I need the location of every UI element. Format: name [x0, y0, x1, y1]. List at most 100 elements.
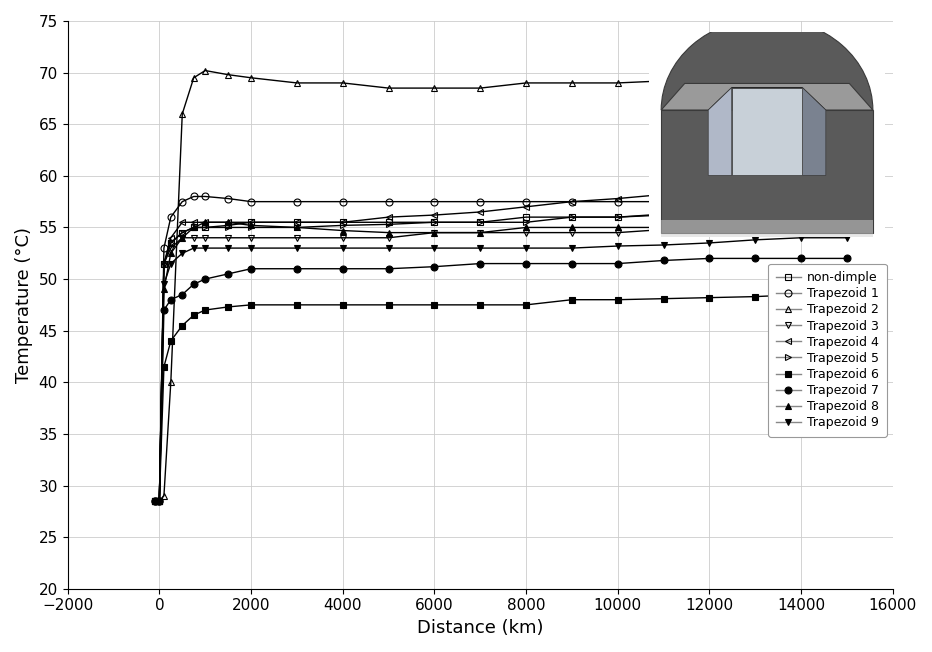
Trapezoid 8 — [154, 497, 165, 505]
Trapezoid 1 — [199, 192, 211, 200]
Trapezoid 4 — [704, 187, 715, 195]
Trapezoid 8 — [658, 224, 669, 231]
Trapezoid 9 — [796, 234, 807, 242]
Trapezoid 5 — [165, 239, 176, 247]
Trapezoid 7 — [199, 275, 211, 283]
Trapezoid 2 — [199, 67, 211, 74]
Trapezoid 2 — [158, 492, 170, 499]
non-dimple — [429, 218, 440, 226]
Trapezoid 8 — [177, 234, 188, 242]
Trapezoid 6 — [223, 303, 234, 311]
non-dimple — [337, 218, 349, 226]
Trapezoid 7 — [165, 296, 176, 304]
Trapezoid 8 — [188, 224, 199, 231]
Trapezoid 9 — [223, 244, 234, 252]
Trapezoid 6 — [158, 363, 170, 371]
non-dimple — [158, 259, 170, 267]
Trapezoid 3 — [474, 229, 486, 237]
Trapezoid 9 — [165, 259, 176, 267]
Trapezoid 9 — [383, 244, 394, 252]
Trapezoid 2 — [223, 71, 234, 79]
non-dimple — [383, 218, 394, 226]
Trapezoid 5 — [245, 224, 256, 231]
Trapezoid 3 — [842, 224, 853, 231]
Trapezoid 3 — [704, 224, 715, 231]
Trapezoid 5 — [383, 220, 394, 228]
Line: Trapezoid 8: Trapezoid 8 — [151, 219, 851, 505]
Y-axis label: Temperature (°C): Temperature (°C) — [15, 227, 33, 383]
Trapezoid 4 — [199, 218, 211, 226]
Trapezoid 7 — [474, 259, 486, 267]
Trapezoid 4 — [292, 218, 303, 226]
Trapezoid 3 — [658, 226, 669, 233]
Trapezoid 2 — [658, 77, 669, 85]
Trapezoid 4 — [177, 218, 188, 226]
Trapezoid 7 — [749, 254, 761, 262]
Trapezoid 1 — [704, 198, 715, 205]
Trapezoid 8 — [158, 286, 170, 293]
Trapezoid 8 — [223, 218, 234, 226]
non-dimple — [223, 222, 234, 230]
Trapezoid 1 — [796, 198, 807, 205]
Trapezoid 5 — [154, 497, 165, 505]
non-dimple — [842, 208, 853, 216]
Trapezoid 6 — [165, 337, 176, 345]
Trapezoid 1 — [177, 198, 188, 205]
non-dimple — [149, 497, 160, 505]
non-dimple — [749, 209, 761, 217]
Trapezoid 4 — [520, 203, 531, 211]
Trapezoid 5 — [188, 224, 199, 231]
Trapezoid 3 — [567, 229, 578, 237]
Trapezoid 7 — [567, 259, 578, 267]
Trapezoid 4 — [223, 218, 234, 226]
Trapezoid 2 — [177, 110, 188, 118]
Trapezoid 6 — [749, 293, 761, 301]
Trapezoid 5 — [658, 210, 669, 218]
Trapezoid 4 — [188, 218, 199, 226]
Trapezoid 8 — [796, 218, 807, 226]
Trapezoid 8 — [292, 224, 303, 231]
Trapezoid 2 — [520, 79, 531, 87]
Trapezoid 9 — [842, 234, 853, 242]
non-dimple — [704, 210, 715, 218]
Legend: non-dimple, Trapezoid 1, Trapezoid 2, Trapezoid 3, Trapezoid 4, Trapezoid 5, Tra: non-dimple, Trapezoid 1, Trapezoid 2, Tr… — [768, 263, 886, 437]
Trapezoid 6 — [429, 301, 440, 309]
Trapezoid 1 — [158, 244, 170, 252]
Trapezoid 7 — [177, 291, 188, 299]
Trapezoid 5 — [292, 224, 303, 231]
non-dimple — [796, 208, 807, 216]
Trapezoid 2 — [796, 74, 807, 82]
Trapezoid 7 — [149, 497, 160, 505]
Trapezoid 9 — [474, 244, 486, 252]
Trapezoid 2 — [383, 84, 394, 92]
Line: Trapezoid 5: Trapezoid 5 — [151, 203, 851, 505]
Trapezoid 8 — [245, 222, 256, 230]
Trapezoid 6 — [520, 301, 531, 309]
Trapezoid 7 — [383, 265, 394, 273]
Trapezoid 8 — [165, 249, 176, 257]
Trapezoid 6 — [292, 301, 303, 309]
Line: Trapezoid 6: Trapezoid 6 — [151, 291, 851, 505]
Trapezoid 1 — [474, 198, 486, 205]
Trapezoid 4 — [474, 208, 486, 216]
Trapezoid 3 — [520, 229, 531, 237]
non-dimple — [567, 213, 578, 221]
non-dimple — [612, 213, 624, 221]
non-dimple — [188, 224, 199, 231]
Trapezoid 2 — [165, 378, 176, 386]
Trapezoid 5 — [158, 259, 170, 267]
Trapezoid 7 — [223, 270, 234, 278]
Trapezoid 6 — [474, 301, 486, 309]
Trapezoid 7 — [704, 254, 715, 262]
Trapezoid 1 — [245, 198, 256, 205]
Trapezoid 1 — [383, 198, 394, 205]
Trapezoid 9 — [292, 244, 303, 252]
Trapezoid 5 — [149, 497, 160, 505]
X-axis label: Distance (km): Distance (km) — [417, 619, 543, 637]
non-dimple — [165, 239, 176, 247]
Trapezoid 8 — [199, 218, 211, 226]
Trapezoid 6 — [796, 291, 807, 299]
Trapezoid 9 — [704, 239, 715, 247]
Trapezoid 5 — [842, 203, 853, 211]
Trapezoid 3 — [796, 224, 807, 231]
